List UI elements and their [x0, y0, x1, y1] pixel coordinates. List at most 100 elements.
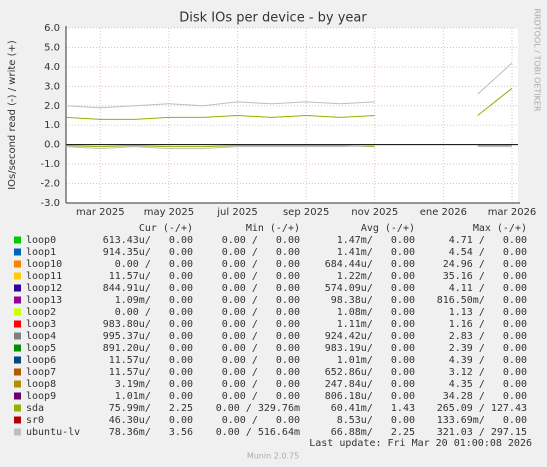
y-tick-label: 2.0 — [44, 101, 60, 112]
legend-swatch — [14, 368, 21, 376]
column-header: Avg (-/+) — [361, 223, 415, 234]
legend-swatch — [14, 248, 21, 256]
legend-cell: 4.54 / 0.00 — [449, 247, 527, 258]
legend-cell: 1.22m/ 0.00 — [337, 271, 415, 282]
legend-cell: 4.71 / 0.00 — [449, 235, 527, 246]
legend-swatch — [14, 416, 21, 424]
column-header: Min (-/+) — [246, 223, 300, 234]
legend-cell: 133.69m/ 0.00 — [437, 415, 527, 426]
x-tick-label: jul 2025 — [216, 207, 258, 218]
legend-cell: 0.00 / 0.00 — [222, 367, 300, 378]
legend-label: loop6 — [26, 355, 56, 366]
series-line — [65, 145, 512, 148]
legend-swatch — [14, 308, 21, 316]
y-tick-label: -2.0 — [40, 179, 60, 190]
legend-cell: 0.00 / 0.00 — [222, 235, 300, 246]
x-tick-label: may 2025 — [144, 207, 194, 218]
legend-cell: 0.00 / 0.00 — [222, 355, 300, 366]
legend-cell: 247.84u/ 0.00 — [325, 379, 415, 390]
legend-cell: 1.01m/ 0.00 — [337, 355, 415, 366]
legend-cell: 914.35u/ 0.00 — [103, 247, 193, 258]
legend-cell: 75.99m/ 2.25 — [109, 403, 193, 414]
legend-cell: 1.47m/ 0.00 — [337, 235, 415, 246]
legend-cell: 983.80u/ 0.00 — [103, 319, 193, 330]
legend-cell: 844.91u/ 0.00 — [103, 283, 193, 294]
y-tick-label: 1.0 — [44, 120, 60, 131]
legend-swatch — [14, 272, 21, 280]
legend-cell: 0.00 / 0.00 — [115, 259, 193, 270]
legend-cell: 0.00 / 0.00 — [222, 307, 300, 318]
legend-cell: 983.19u/ 0.00 — [325, 343, 415, 354]
y-tick-label: 4.0 — [44, 62, 60, 73]
legend-label: loop10 — [26, 259, 62, 270]
legend-swatch — [14, 344, 21, 352]
legend-cell: 265.09 / 127.43 — [437, 403, 527, 414]
legend-cell: 1.41m/ 0.00 — [337, 247, 415, 258]
x-tick-label: mar 2026 — [488, 207, 537, 218]
legend-cell: 34.28 / 0.00 — [443, 391, 527, 402]
y-tick-label: -1.0 — [40, 159, 60, 170]
x-tick-label: nov 2025 — [351, 207, 398, 218]
legend-cell: 11.57u/ 0.00 — [109, 367, 193, 378]
legend-cell: 0.00 / 0.00 — [222, 295, 300, 306]
legend-cell: 3.12 / 0.00 — [449, 367, 527, 378]
x-tick-label: sep 2025 — [283, 207, 329, 218]
y-tick-label: 0.0 — [44, 140, 60, 151]
legend-cell: 0.00 / 0.00 — [222, 259, 300, 270]
legend-cell: 2.83 / 0.00 — [449, 331, 527, 342]
legend-cell: 0.00 / 0.00 — [115, 307, 193, 318]
legend-swatch — [14, 296, 21, 304]
y-tick-label: 6.0 — [44, 23, 60, 34]
legend-label: loop4 — [26, 331, 56, 342]
column-header: Cur (-/+) — [139, 223, 193, 234]
legend-cell: 0.00 / 0.00 — [222, 331, 300, 342]
chart-title: Disk IOs per device - by year — [179, 11, 367, 26]
x-tick-label: mar 2025 — [76, 207, 125, 218]
legend-swatch — [14, 332, 21, 340]
legend-cell: 3.19m/ 0.00 — [115, 379, 193, 390]
legend-swatch — [14, 356, 21, 364]
legend-cell: 0.00 / 0.00 — [222, 271, 300, 282]
legend-label: loop9 — [26, 391, 56, 402]
legend-swatch — [14, 392, 21, 400]
legend-cell: 574.09u/ 0.00 — [325, 283, 415, 294]
legend-label: loop3 — [26, 319, 56, 330]
legend-cell: 78.36m/ 3.56 — [109, 427, 193, 438]
legend-cell: 0.00 / 329.76m — [216, 403, 300, 414]
legend-cell: 66.88m/ 2.25 — [331, 427, 415, 438]
legend-cell: 60.41m/ 1.43 — [331, 403, 415, 414]
legend-label: loop11 — [26, 271, 62, 282]
legend-swatch — [14, 320, 21, 328]
series-line — [65, 87, 513, 120]
column-header: Max (-/+) — [473, 223, 527, 234]
legend-cell: 0.00 / 516.64m — [216, 427, 300, 438]
legend-cell: 8.53u/ 0.00 — [337, 415, 415, 426]
legend-cell: 0.00 / 0.00 — [222, 343, 300, 354]
legend-label: ubuntu-lv — [26, 427, 80, 438]
legend-label: loop5 — [26, 343, 56, 354]
legend-cell: 4.11 / 0.00 — [449, 283, 527, 294]
plot-area — [66, 28, 518, 203]
legend-cell: 995.37u/ 0.00 — [103, 331, 193, 342]
legend-cell: 1.16 / 0.00 — [449, 319, 527, 330]
legend-cell: 11.57u/ 0.00 — [109, 355, 193, 366]
legend-cell: 0.00 / 0.00 — [222, 379, 300, 390]
legend-cell: 2.39 / 0.00 — [449, 343, 527, 354]
legend-cell: 321.03 / 297.15 — [437, 427, 527, 438]
legend-cell: 98.38u/ 0.00 — [331, 295, 415, 306]
legend-cell: 0.00 / 0.00 — [222, 415, 300, 426]
series-line — [65, 145, 512, 150]
legend-cell: 46.30u/ 0.00 — [109, 415, 193, 426]
y-axis-label: IOs/second read (-) / write (+) — [7, 40, 18, 190]
legend-cell: 0.00 / 0.00 — [222, 391, 300, 402]
footer: Munin 2.0.75 — [247, 452, 299, 461]
legend-cell: 816.50m/ 0.00 — [437, 295, 527, 306]
legend-label: loop12 — [26, 283, 62, 294]
legend-label: sda — [26, 403, 44, 414]
legend-label: loop2 — [26, 307, 56, 318]
legend-cell: 891.20u/ 0.00 — [103, 343, 193, 354]
legend-cell: 1.11m/ 0.00 — [337, 319, 415, 330]
legend-cell: 35.16 / 0.00 — [443, 271, 527, 282]
y-tick-label: 3.0 — [44, 81, 60, 92]
